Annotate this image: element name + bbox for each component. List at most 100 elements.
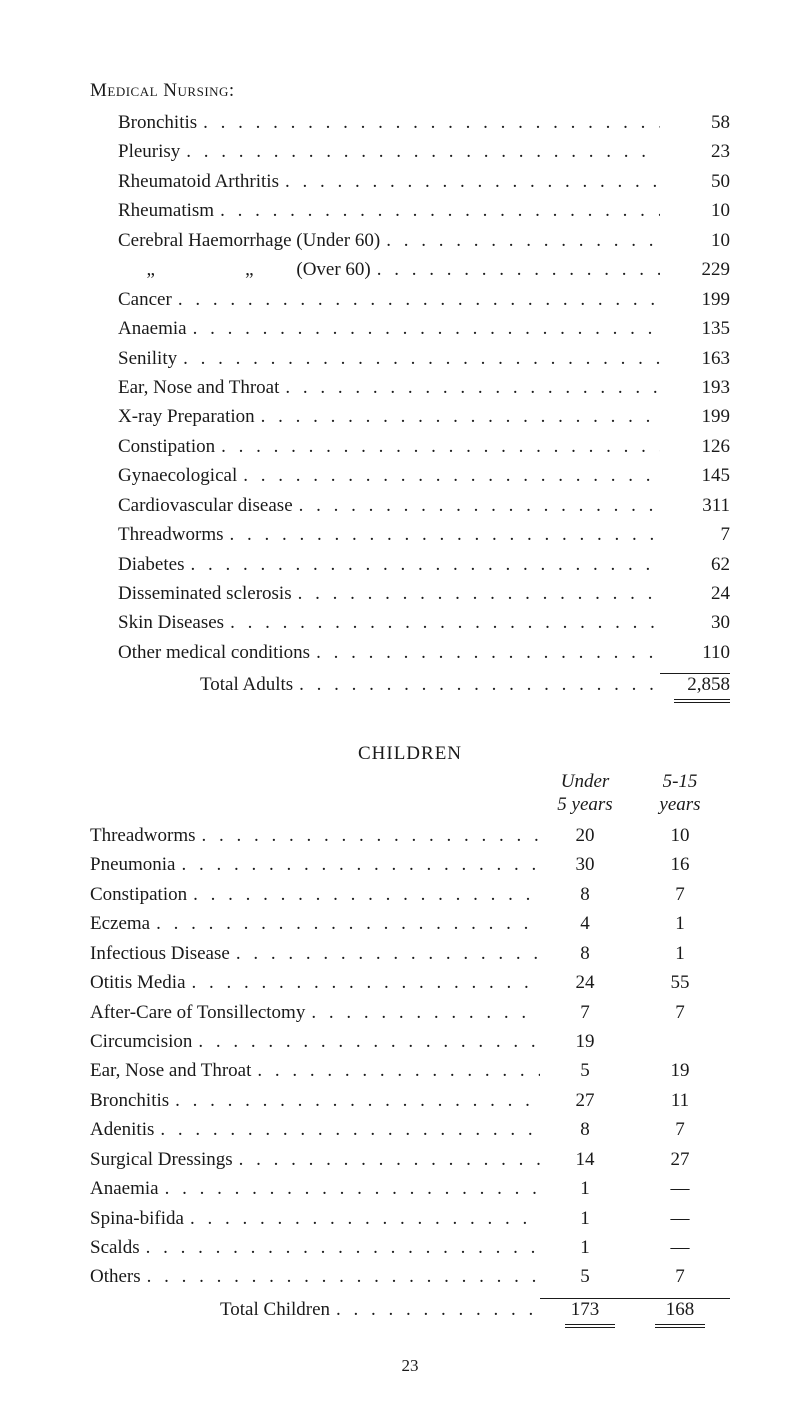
col2-head-line2: years: [630, 794, 730, 817]
row-label: After-Care of Tonsillectomy: [90, 998, 305, 1027]
table-row: Disseminated sclerosis. . . . . . . . . …: [90, 579, 730, 608]
row-label: Rheumatism: [118, 196, 214, 225]
row-value: 163: [660, 344, 730, 373]
table-row: Anaemia. . . . . . . . . . . . . . . . .…: [90, 314, 730, 343]
table-row: Bronchitis. . . . . . . . . . . . . . . …: [90, 1086, 730, 1115]
row-label: Threadworms: [90, 821, 196, 850]
table-row: Pneumonia. . . . . . . . . . . . . . . .…: [90, 850, 730, 879]
row-label: Senility: [118, 344, 177, 373]
table-row: Bronchitis. . . . . . . . . . . . . . . …: [90, 108, 730, 137]
row-col2: —: [630, 1233, 730, 1262]
table-row: Adenitis. . . . . . . . . . . . . . . . …: [90, 1115, 730, 1144]
leader-dots: . . . . . . . . . . . . . . . . . . . . …: [230, 939, 540, 968]
row-col1: 8: [540, 1115, 630, 1144]
row-col1: 14: [540, 1145, 630, 1174]
row-col1: 1: [540, 1174, 630, 1203]
row-value: 311: [660, 491, 730, 520]
row-col2: 10: [630, 821, 730, 850]
leader-dots: . . . . . . . . . . . . . . . . . . . . …: [293, 674, 660, 696]
row-value: 135: [660, 314, 730, 343]
leader-dots: . . . . . . . . . . . . . . . . . . . . …: [233, 1145, 540, 1174]
row-value: 24: [660, 579, 730, 608]
page: Medical Nursing: Bronchitis. . . . . . .…: [0, 0, 800, 1416]
table-row: „ „ (Over 60). . . . . . . . . . . . . .…: [90, 255, 730, 284]
row-value: 229: [660, 255, 730, 284]
row-label: Adenitis: [90, 1115, 154, 1144]
children-col1-head: Under 5 years: [540, 771, 630, 817]
row-col2: —: [630, 1204, 730, 1233]
row-col2: 19: [630, 1056, 730, 1085]
leader-dots: . . . . . . . . . . . . . . . . . . . . …: [140, 1233, 540, 1262]
leader-dots: . . . . . . . . . . . . . . . . . . . . …: [224, 520, 660, 549]
table-row: Rheumatism. . . . . . . . . . . . . . . …: [90, 196, 730, 225]
leader-dots: . . . . . . . . . . . . . . . . . . . . …: [330, 1299, 540, 1321]
row-value: 199: [660, 285, 730, 314]
row-value: 23: [660, 137, 730, 166]
row-label: Circumcision: [90, 1027, 192, 1056]
adult-total-value: 2,858: [660, 673, 730, 696]
leader-dots: . . . . . . . . . . . . . . . . . . . . …: [141, 1262, 540, 1291]
row-col2: 27: [630, 1145, 730, 1174]
table-row: Scalds. . . . . . . . . . . . . . . . . …: [90, 1233, 730, 1262]
row-col1: 8: [540, 939, 630, 968]
table-row: After-Care of Tonsillectomy. . . . . . .…: [90, 998, 730, 1027]
children-total-label: Total Children: [220, 1299, 330, 1321]
row-col2: 1: [630, 939, 730, 968]
table-row: Surgical Dressings. . . . . . . . . . . …: [90, 1145, 730, 1174]
row-col1: 8: [540, 880, 630, 909]
row-label: Disseminated sclerosis: [118, 579, 292, 608]
leader-dots: . . . . . . . . . . . . . . . . . . . . …: [172, 285, 660, 314]
row-col2: 11: [630, 1086, 730, 1115]
row-value: 7: [660, 520, 730, 549]
row-col2: 55: [630, 968, 730, 997]
table-row: Constipation. . . . . . . . . . . . . . …: [90, 880, 730, 909]
leader-dots: . . . . . . . . . . . . . . . . . . . . …: [177, 344, 660, 373]
leader-dots: . . . . . . . . . . . . . . . . . . . . …: [305, 998, 540, 1027]
row-col2: 16: [630, 850, 730, 879]
row-label: Skin Diseases: [118, 608, 224, 637]
leader-dots: . . . . . . . . . . . . . . . . . . . . …: [215, 432, 660, 461]
row-label: Cerebral Haemorrhage (Under 60): [118, 226, 380, 255]
table-row: Infectious Disease. . . . . . . . . . . …: [90, 939, 730, 968]
row-col1: 27: [540, 1086, 630, 1115]
leader-dots: . . . . . . . . . . . . . . . . . . . . …: [293, 491, 660, 520]
row-label: „ „ (Over 60): [118, 255, 371, 284]
row-col2: 1: [630, 909, 730, 938]
row-value: 10: [660, 196, 730, 225]
table-row: Threadworms. . . . . . . . . . . . . . .…: [90, 821, 730, 850]
row-label: Other medical conditions: [118, 638, 310, 667]
leader-dots: . . . . . . . . . . . . . . . . . . . . …: [292, 579, 660, 608]
leader-dots: . . . . . . . . . . . . . . . . . . . . …: [176, 850, 541, 879]
table-row: X-ray Preparation. . . . . . . . . . . .…: [90, 402, 730, 431]
row-value: 145: [660, 461, 730, 490]
table-row: Senility. . . . . . . . . . . . . . . . …: [90, 344, 730, 373]
row-label: Ear, Nose and Throat: [118, 373, 279, 402]
leader-dots: . . . . . . . . . . . . . . . . . . . . …: [279, 373, 660, 402]
row-label: Cardiovascular disease: [118, 491, 293, 520]
table-row: Cancer. . . . . . . . . . . . . . . . . …: [90, 285, 730, 314]
row-col1: 30: [540, 850, 630, 879]
leader-dots: . . . . . . . . . . . . . . . . . . . . …: [187, 880, 540, 909]
row-label: Pleurisy: [118, 137, 180, 166]
row-value: 10: [660, 226, 730, 255]
row-label: X-ray Preparation: [118, 402, 255, 431]
leader-dots: . . . . . . . . . . . . . . . . . . . . …: [169, 1086, 540, 1115]
leader-dots: . . . . . . . . . . . . . . . . . . . . …: [214, 196, 660, 225]
leader-dots: . . . . . . . . . . . . . . . . . . . . …: [187, 314, 660, 343]
table-row: Anaemia. . . . . . . . . . . . . . . . .…: [90, 1174, 730, 1203]
row-label: Bronchitis: [118, 108, 197, 137]
row-col1: 1: [540, 1204, 630, 1233]
table-row: Ear, Nose and Throat. . . . . . . . . . …: [90, 373, 730, 402]
leader-dots: . . . . . . . . . . . . . . . . . . . . …: [150, 909, 540, 938]
row-col2: 7: [630, 1115, 730, 1144]
row-label: Others: [90, 1262, 141, 1291]
table-row: Spina-bifida. . . . . . . . . . . . . . …: [90, 1204, 730, 1233]
children-col2-head: 5-15 years: [630, 771, 730, 817]
leader-dots: . . . . . . . . . . . . . . . . . . . . …: [255, 402, 660, 431]
row-label: Threadworms: [118, 520, 224, 549]
row-col2: —: [630, 1174, 730, 1203]
section-heading: Medical Nursing:: [90, 80, 730, 102]
table-row: Circumcision. . . . . . . . . . . . . . …: [90, 1027, 730, 1056]
leader-dots: . . . . . . . . . . . . . . . . . . . . …: [186, 968, 540, 997]
leader-dots: . . . . . . . . . . . . . . . . . . . . …: [184, 550, 660, 579]
